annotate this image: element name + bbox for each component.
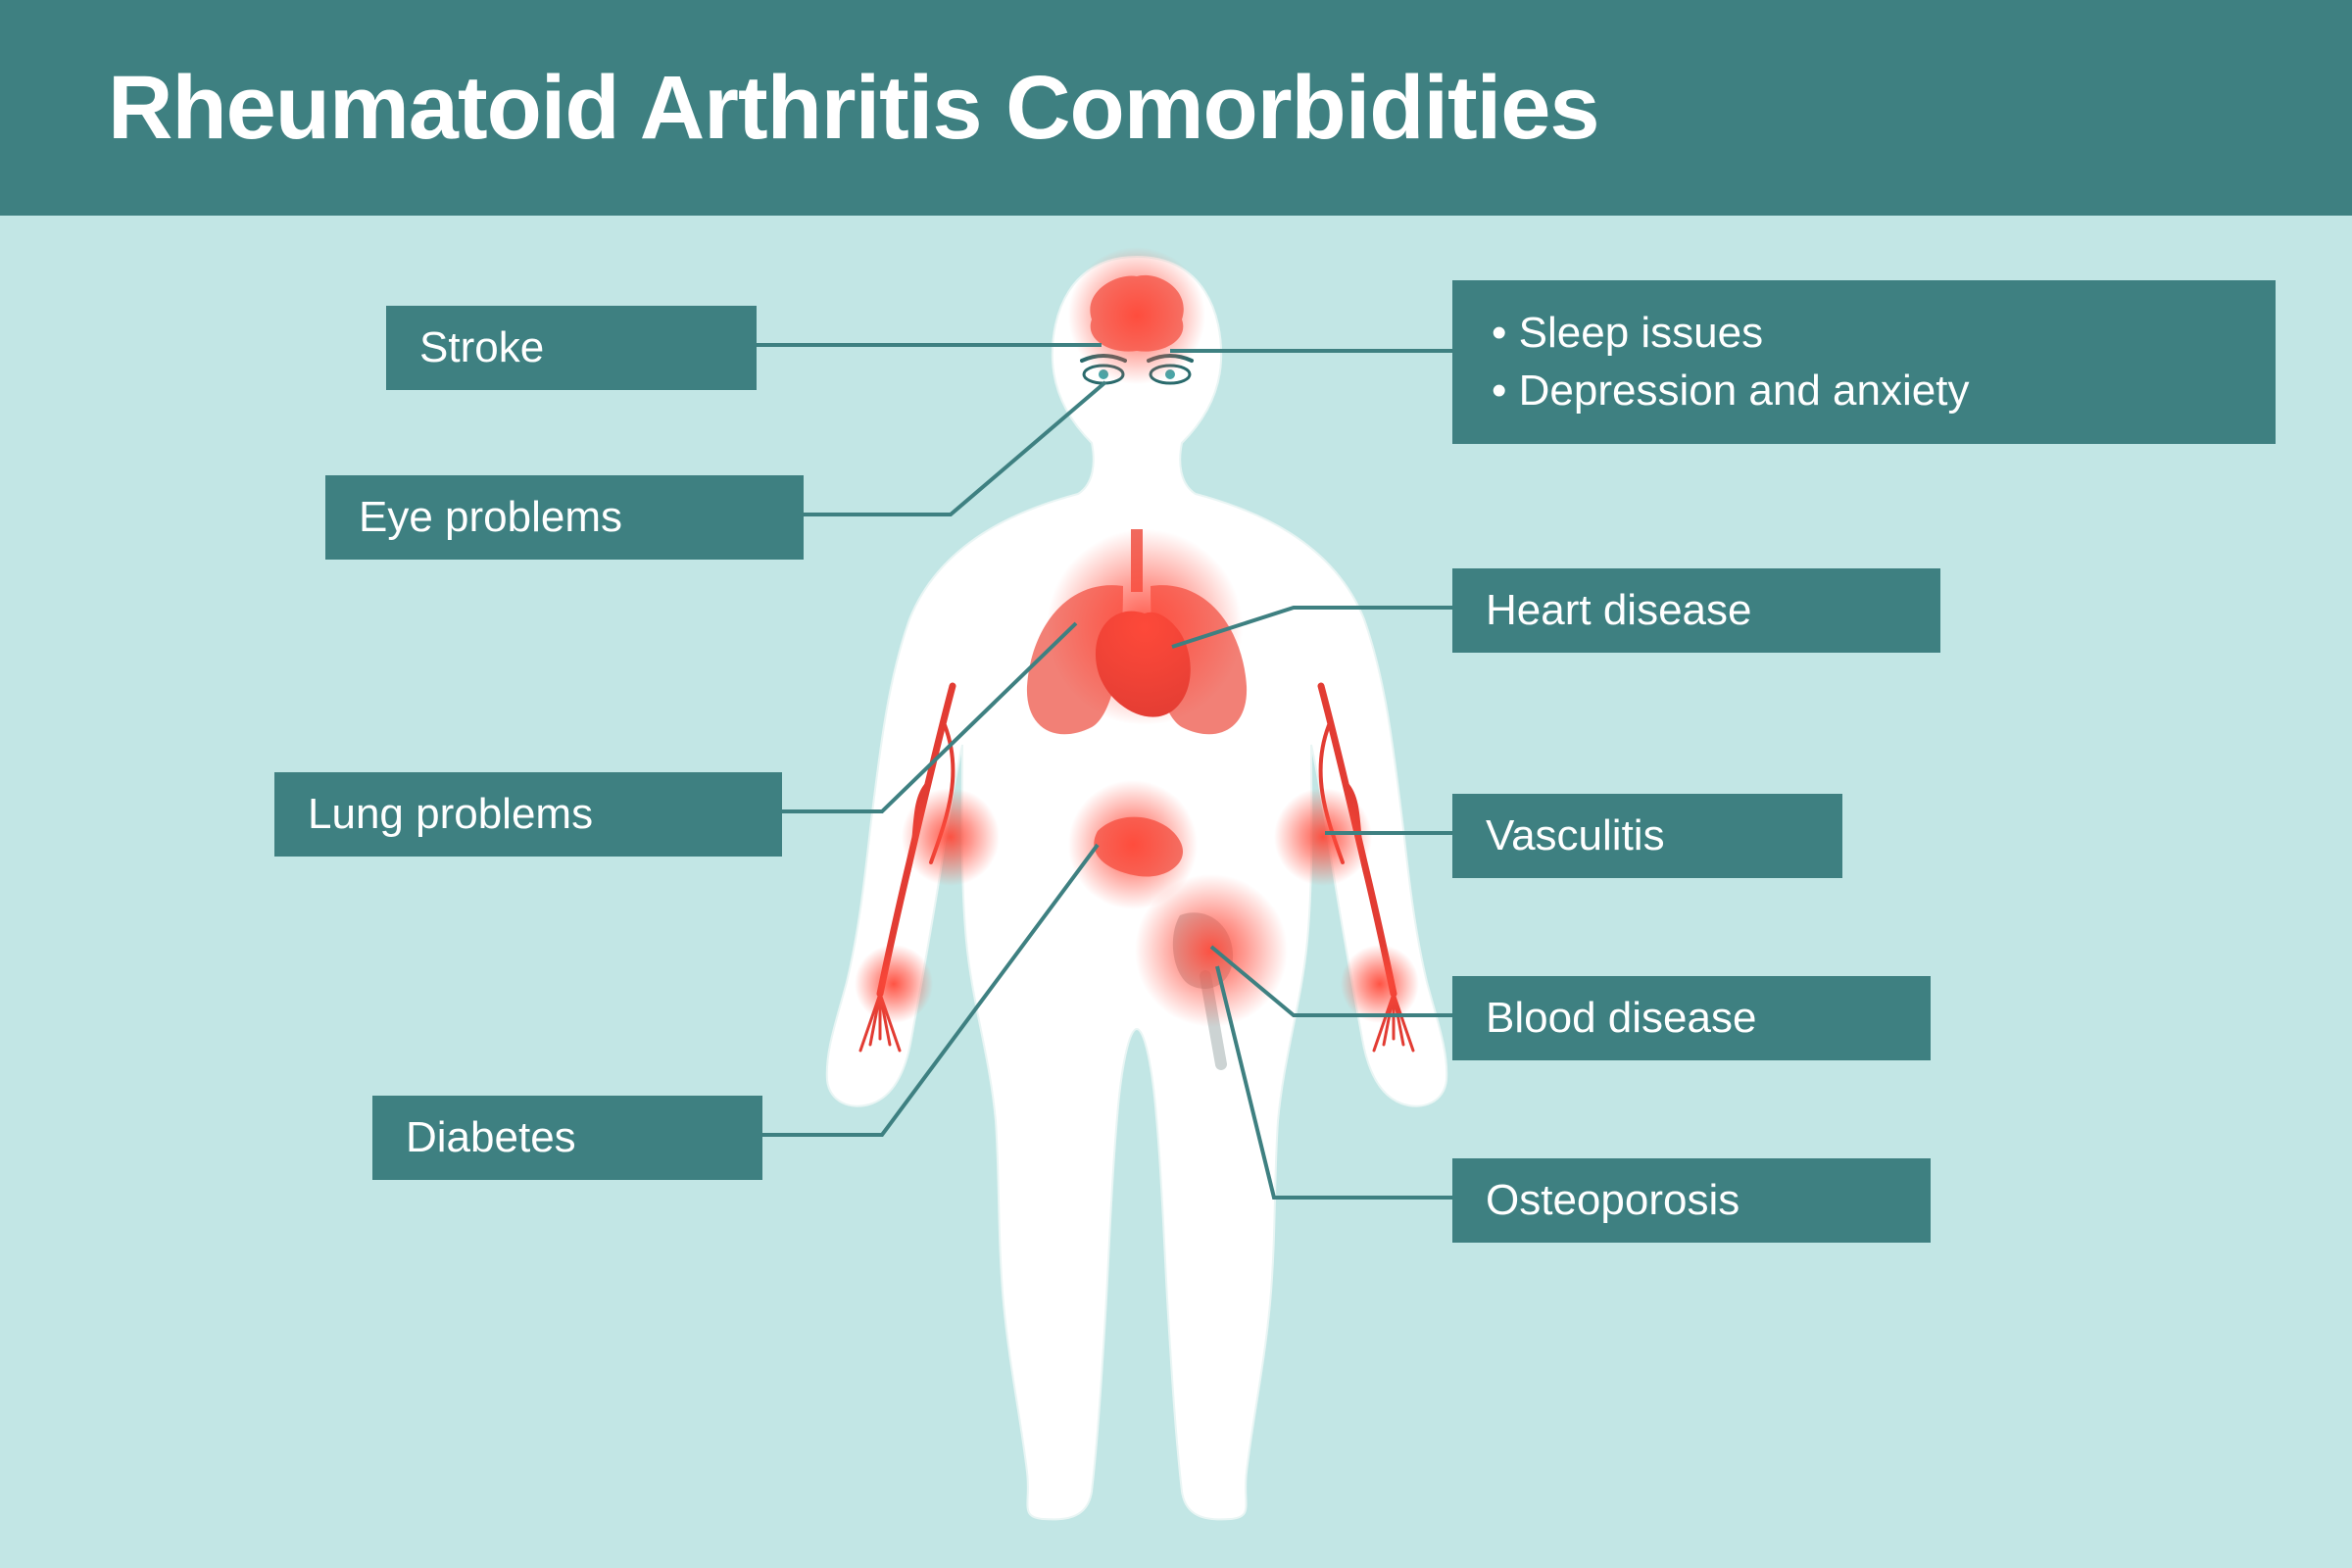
glow-pancreas xyxy=(1068,780,1198,909)
label-diabetes: Diabetes xyxy=(372,1096,762,1180)
leader-lines xyxy=(690,345,1452,1198)
label-stroke: Stroke xyxy=(386,306,757,390)
glow-right-wrist xyxy=(1341,945,1419,1023)
label-line: • Sleep issues xyxy=(1492,304,1763,362)
human-body xyxy=(827,257,1446,1519)
label-blood: Blood disease xyxy=(1452,976,1931,1060)
glow-hip-joint xyxy=(1135,874,1288,1027)
glow-lungs-heart xyxy=(1047,529,1243,725)
label-mental: • Sleep issues• Depression and anxiety xyxy=(1452,280,2276,444)
glow-right-elbow xyxy=(1274,788,1372,886)
label-vasculitis: Vasculitis xyxy=(1452,794,1842,878)
label-osteo: Osteoporosis xyxy=(1452,1158,1931,1243)
glow-brain xyxy=(1068,247,1205,384)
infographic-stage: Rheumatoid Arthritis Comorbidities Strok… xyxy=(0,0,2352,1568)
page-title: Rheumatoid Arthritis Comorbidities xyxy=(108,57,1599,160)
organs xyxy=(860,275,1413,1064)
title-header: Rheumatoid Arthritis Comorbidities xyxy=(0,0,2352,216)
glow-left-wrist xyxy=(855,945,933,1023)
label-line: • Depression and anxiety xyxy=(1492,362,1969,419)
inflammation-glows xyxy=(855,247,1419,1027)
label-lungs: Lung problems xyxy=(274,772,782,857)
label-heart: Heart disease xyxy=(1452,568,1940,653)
label-eyes: Eye problems xyxy=(325,475,804,560)
glow-left-elbow xyxy=(902,788,1000,886)
